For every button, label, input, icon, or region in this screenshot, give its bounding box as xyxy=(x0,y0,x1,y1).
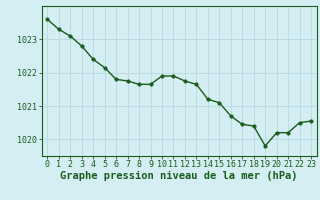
X-axis label: Graphe pression niveau de la mer (hPa): Graphe pression niveau de la mer (hPa) xyxy=(60,171,298,181)
